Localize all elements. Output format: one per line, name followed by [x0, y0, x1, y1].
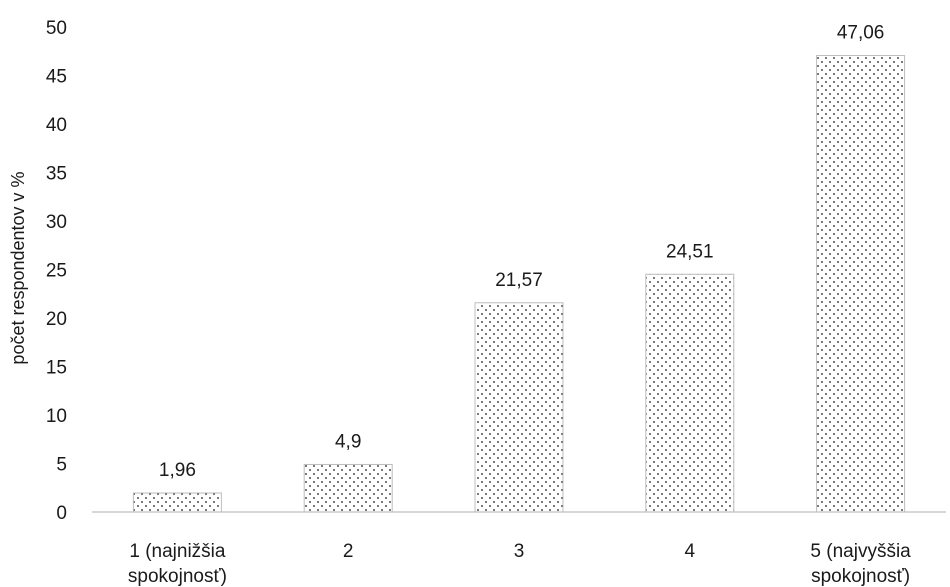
category-label: 4 — [685, 541, 696, 562]
y-tick-label: 40 — [46, 115, 67, 136]
data-labels: 1,96 4,9 21,57 24,51 47,06 — [159, 23, 884, 481]
y-axis-ticks: 0 5 10 15 20 25 30 35 40 45 50 — [46, 18, 67, 524]
category-label: spokojnosť) — [811, 566, 910, 587]
data-label: 24,51 — [666, 241, 714, 262]
bars — [132, 55, 906, 513]
y-tick-label: 25 — [46, 261, 67, 282]
bar — [645, 273, 735, 513]
y-tick-label: 5 — [56, 455, 67, 476]
y-axis-title: počet respondentov v % — [8, 171, 28, 364]
data-label: 47,06 — [837, 23, 885, 44]
data-label: 1,96 — [159, 460, 196, 481]
category-label: spokojnosť) — [128, 566, 227, 587]
data-label: 4,9 — [335, 431, 361, 452]
y-tick-label: 20 — [46, 309, 67, 330]
y-tick-label: 50 — [46, 18, 67, 39]
bar — [474, 302, 564, 513]
category-label: 3 — [514, 541, 525, 562]
y-tick-label: 0 — [56, 503, 67, 524]
category-label: 1 (najnižšia — [129, 541, 226, 562]
category-labels: 1 (najnižšia spokojnosť) 2 3 4 5 (najvyššia sp… — [128, 541, 911, 587]
category-label: 5 (najvyššia — [810, 541, 911, 562]
data-label: 21,57 — [495, 270, 543, 291]
y-tick-label: 15 — [46, 358, 67, 379]
y-tick-label: 30 — [46, 212, 67, 233]
category-label: 2 — [343, 541, 354, 562]
bar — [816, 55, 906, 513]
bar — [303, 463, 393, 513]
y-tick-label: 35 — [46, 164, 67, 185]
bar — [132, 492, 222, 513]
y-tick-label: 45 — [46, 67, 67, 88]
y-tick-label: 10 — [46, 406, 67, 427]
